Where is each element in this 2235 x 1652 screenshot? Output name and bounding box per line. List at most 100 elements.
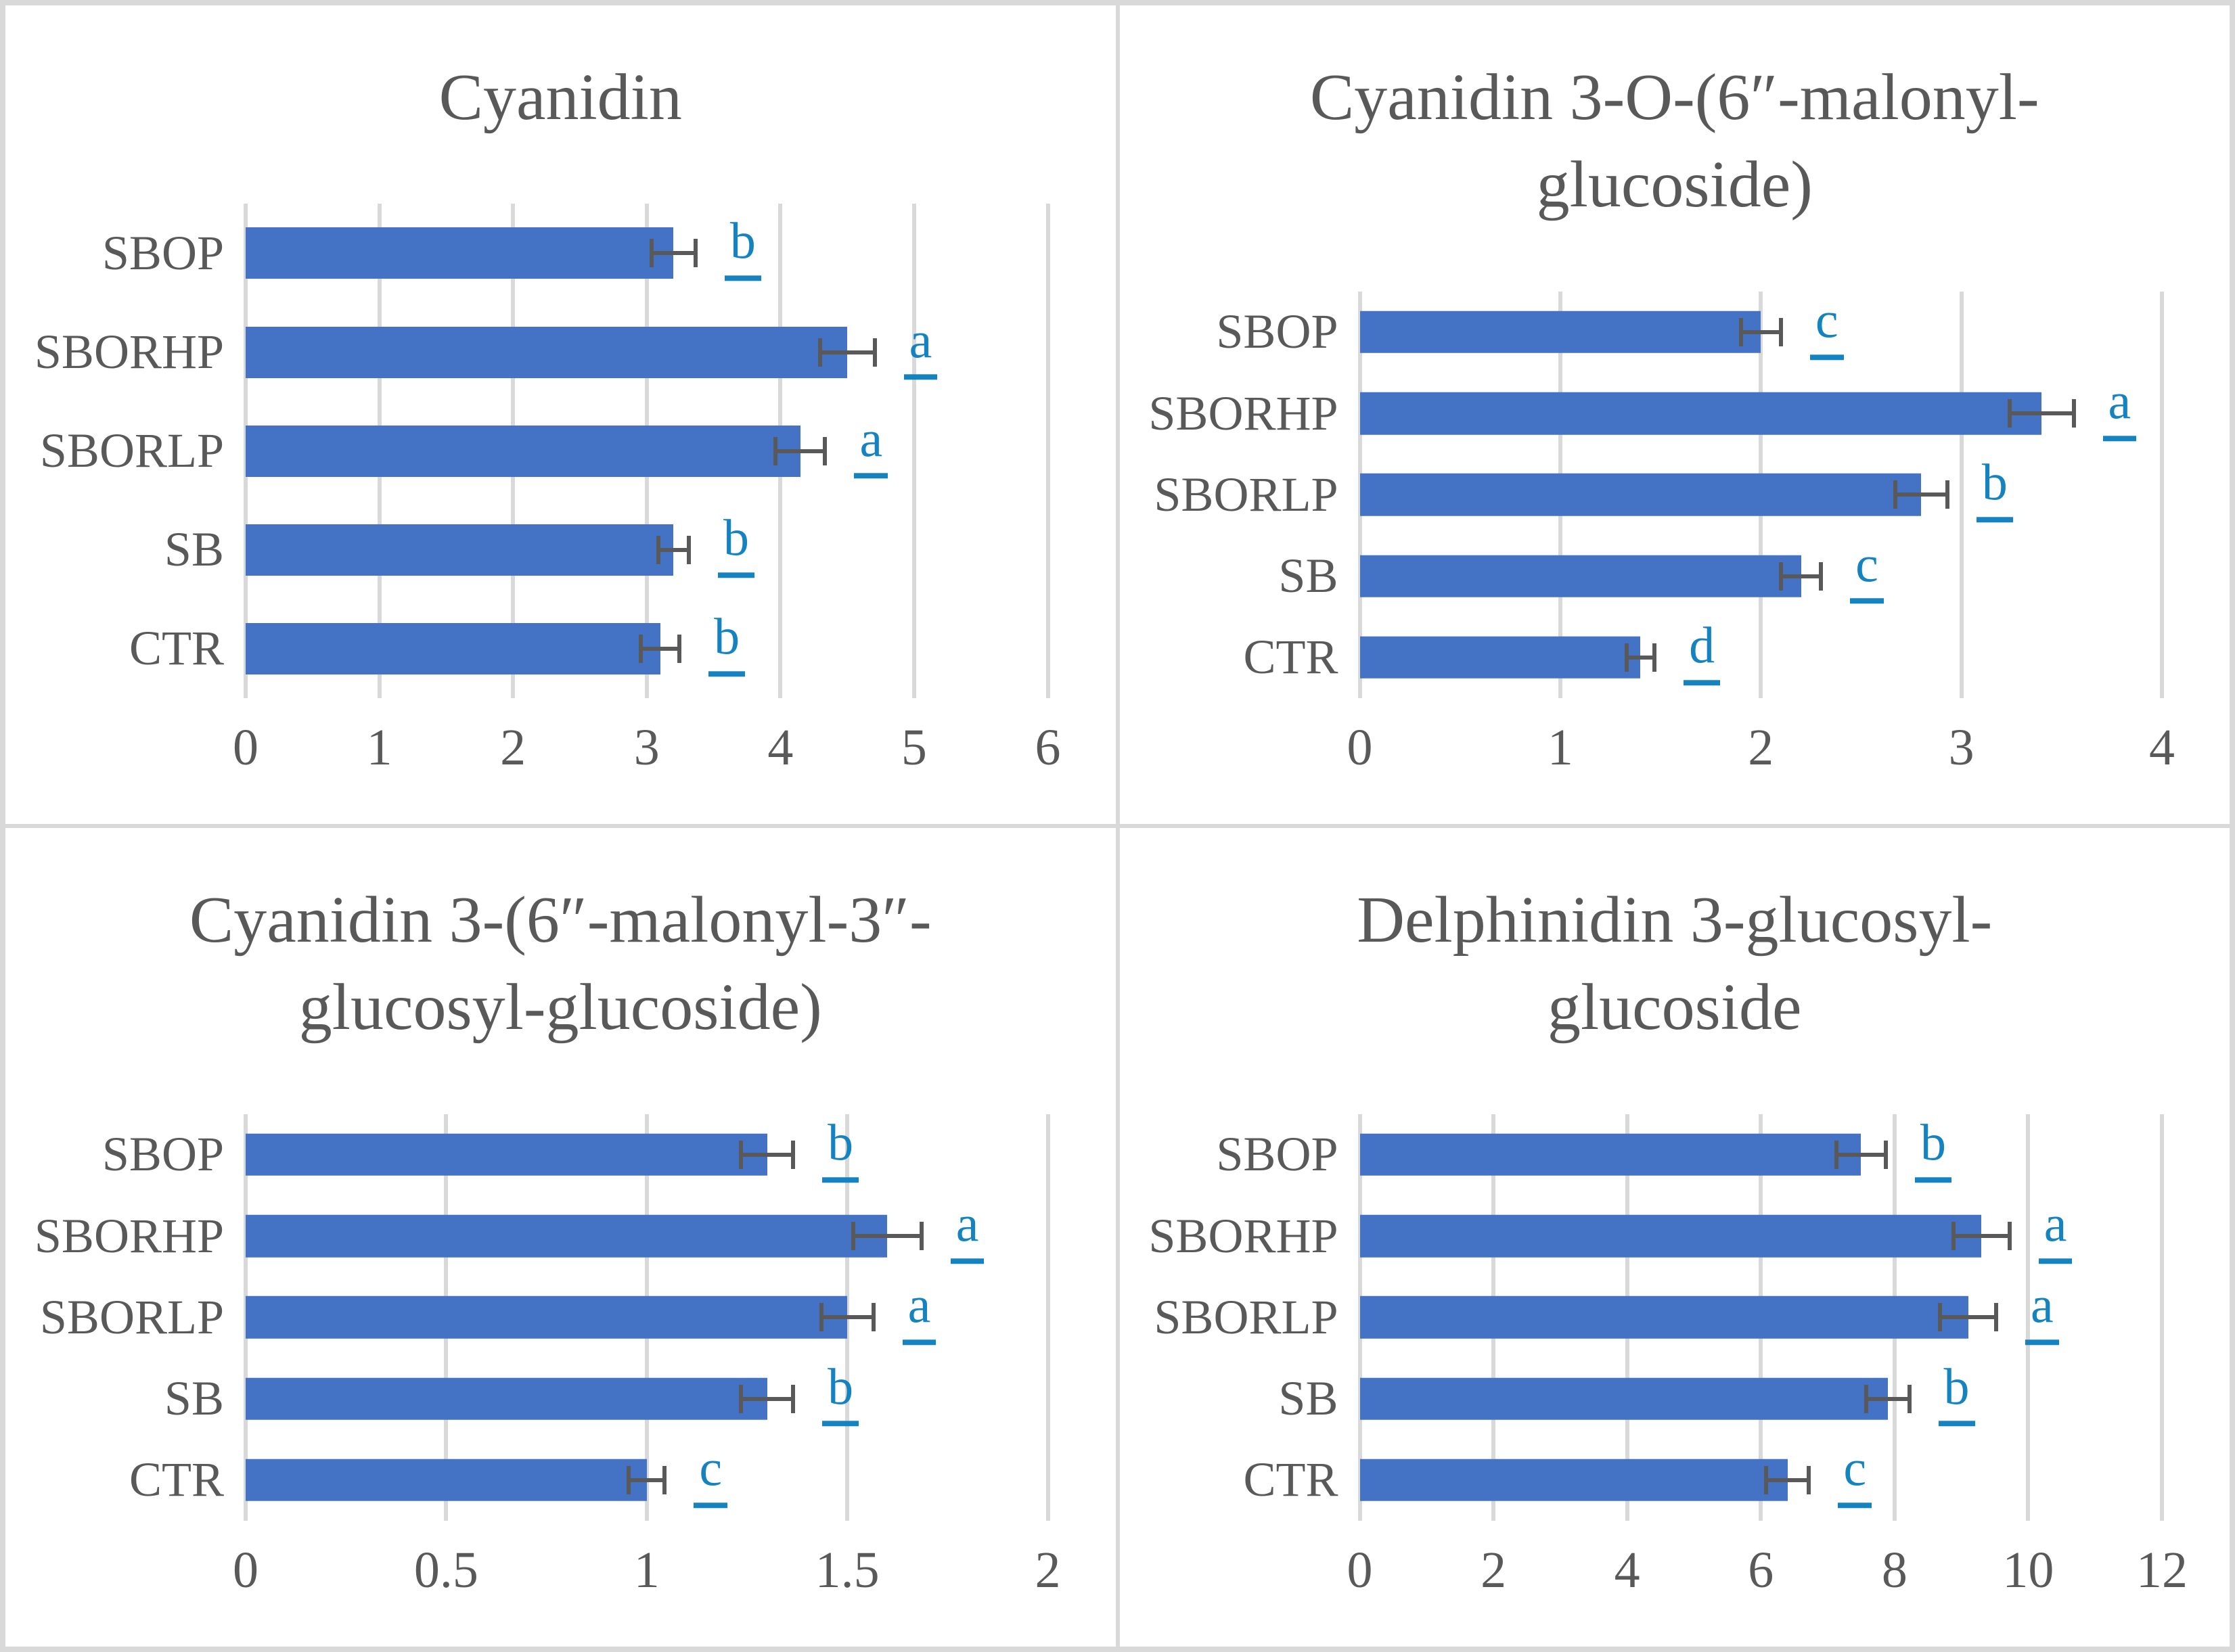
error-bar-line xyxy=(1838,1152,1884,1157)
gridline xyxy=(2160,291,2164,698)
error-bar-line xyxy=(1782,574,1820,578)
bar-row: a xyxy=(1359,373,2163,454)
bar-row: c xyxy=(246,1440,1048,1521)
bar-row: c xyxy=(1359,1440,2163,1521)
error-bar xyxy=(1893,480,1949,509)
x-tick-label: 10 xyxy=(2002,1542,2054,1599)
bar xyxy=(1359,1377,1888,1420)
sig-letter: a xyxy=(950,1197,985,1264)
error-bar xyxy=(739,1140,796,1169)
category-label: SBORHP xyxy=(34,1208,224,1263)
x-tick-label: 2 xyxy=(1748,719,1774,776)
category-label: SBORLP xyxy=(1154,1289,1338,1344)
category-label: SBOP xyxy=(101,1127,224,1182)
error-bar-line xyxy=(777,449,823,453)
x-tick-label: 6 xyxy=(1035,719,1061,776)
bar-row: b xyxy=(246,1358,1048,1439)
bar-row: b xyxy=(246,204,1048,302)
bar-row: a xyxy=(246,402,1048,501)
x-tick-label: 4 xyxy=(2149,719,2175,776)
error-bar xyxy=(649,239,698,268)
bar-row: a xyxy=(246,1195,1048,1277)
chart-panel-delphinidin-3-glucosyl-glucoside: Delphinidin 3-glucosyl-glucoside SBOP SBO… xyxy=(1117,826,2232,1649)
error-bar xyxy=(1938,1303,1998,1332)
bar xyxy=(1359,636,1641,679)
bar xyxy=(246,1377,767,1420)
sig-letter: b xyxy=(822,1360,859,1427)
error-bar xyxy=(2007,399,2076,428)
category-label: CTR xyxy=(1243,1452,1338,1507)
x-axis: 0 2 4 6 8 10 12 xyxy=(1347,1521,2188,1622)
error-bar-line xyxy=(1628,655,1653,660)
error-bar xyxy=(817,338,877,367)
x-tick-label: 2 xyxy=(1035,1542,1061,1599)
sig-letter: b xyxy=(1914,1116,1951,1183)
bar xyxy=(246,622,660,674)
bar-row: b xyxy=(1359,1358,2163,1439)
x-tick-label: 12 xyxy=(2136,1542,2188,1599)
bar xyxy=(1359,1296,1968,1339)
sig-letter: b xyxy=(1938,1360,1975,1427)
chart-plot: SBOP SBORHP SBORLP SB CTR b a a b c 0 0.5 1 1.5 2 xyxy=(5,1114,1116,1647)
sig-letter: d xyxy=(1684,618,1721,685)
axis-corner xyxy=(5,1521,246,1622)
error-bar-line xyxy=(855,1234,920,1239)
x-tick-label: 6 xyxy=(1748,1542,1774,1599)
error-bar-line xyxy=(1897,492,1945,497)
plot-area: c a b c d xyxy=(1357,291,2164,698)
category-label: SBORHP xyxy=(34,325,224,380)
x-tick-label: 3 xyxy=(633,719,660,776)
sig-letter: a xyxy=(2102,375,2137,442)
x-tick-label: 8 xyxy=(1881,1542,1907,1599)
sig-letter: c xyxy=(1838,1441,1872,1508)
x-tick-label: 2 xyxy=(1481,1542,1507,1599)
bar xyxy=(1359,1133,1861,1176)
bar-row: c xyxy=(1359,292,2163,373)
sig-letter: c xyxy=(694,1441,728,1508)
sig-letter: b xyxy=(724,214,761,281)
sig-letter: a xyxy=(854,412,888,479)
category-label: SB xyxy=(164,522,224,577)
error-bar xyxy=(1738,317,1783,346)
category-labels: SBOP SBORHP SBORLP SB CTR xyxy=(5,1114,246,1521)
error-bar-line xyxy=(821,350,873,354)
bar xyxy=(1359,555,1801,597)
bar-row: c xyxy=(1359,535,2163,616)
error-bar xyxy=(1778,561,1824,591)
error-bar-line xyxy=(1868,1396,1907,1401)
chart-plot: SBOP SBORHP SBORLP SB CTR c a b c d 0 1 2 3 4 xyxy=(1120,291,2230,824)
error-bar xyxy=(638,634,682,663)
bar-row: a xyxy=(246,302,1048,401)
chart-panel-cyanidin-3-o-malonyl-glucoside: Cyanidin 3-O-(6″-malonyl-glucoside) SBOP… xyxy=(1117,3,2232,826)
x-tick-label: 1 xyxy=(366,719,392,776)
bar xyxy=(246,326,848,378)
bar-row: b xyxy=(246,1114,1048,1195)
error-bar-line xyxy=(1768,1477,1807,1482)
category-label: SBORLP xyxy=(39,423,224,478)
x-tick-label: 5 xyxy=(901,719,927,776)
sig-letter: c xyxy=(1850,537,1884,604)
sig-letter: b xyxy=(717,511,754,578)
chart-plot: SBOP SBORHP SBORLP SB CTR b a a b b 0 1 2 3 4 5 6 xyxy=(5,204,1116,824)
error-bar xyxy=(1864,1384,1912,1413)
gridline xyxy=(2026,1114,2031,1521)
error-bar xyxy=(1834,1140,1888,1169)
x-tick-label: 0 xyxy=(233,719,258,776)
x-tick-label: 2 xyxy=(500,719,526,776)
error-bar-line xyxy=(1955,1234,2008,1239)
bar xyxy=(246,425,800,477)
x-axis: 0 0.5 1 1.5 2 xyxy=(233,1521,1061,1622)
bar xyxy=(1359,311,1761,354)
error-bar-line xyxy=(660,547,687,552)
sig-letter: a xyxy=(2038,1197,2073,1264)
category-label: SBOP xyxy=(1216,1127,1338,1182)
error-bar-line xyxy=(642,646,678,651)
error-bar xyxy=(851,1222,924,1251)
x-tick-label: 0 xyxy=(1347,1542,1373,1599)
x-tick-label: 0.5 xyxy=(413,1542,478,1599)
x-tick-label: 1 xyxy=(633,1542,660,1599)
